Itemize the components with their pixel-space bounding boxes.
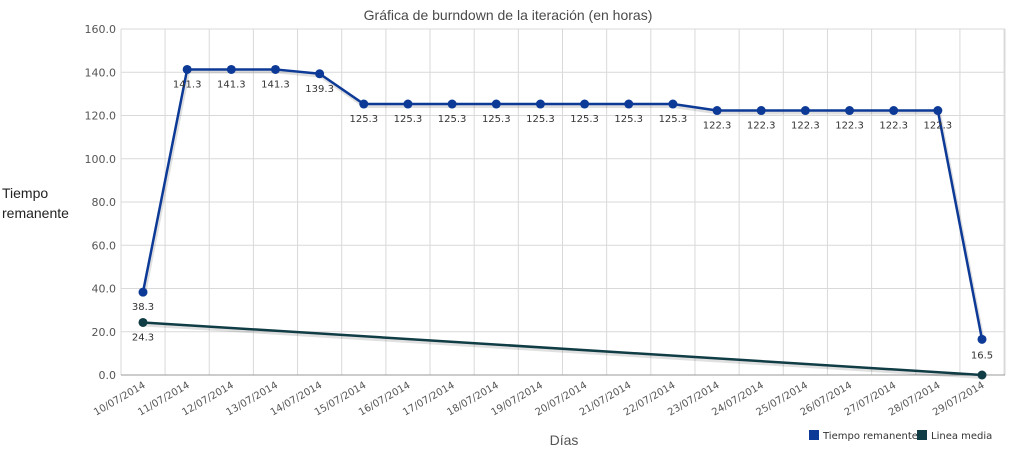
series-line-1 [142, 321, 983, 377]
series-line-0 [141, 68, 984, 340]
chart-legend[interactable]: Tiempo remanente Linea media [809, 430, 992, 442]
data-label: 125.3 [526, 114, 555, 125]
legend-label-0: Tiempo remanente [822, 431, 918, 442]
y-tick-label: 20.0 [92, 326, 117, 339]
y-axis-label-line-2: remanente [2, 205, 69, 221]
data-label: 122.3 [835, 121, 864, 132]
series-point-0 [756, 106, 766, 116]
series-shadow-0 [142, 69, 985, 342]
data-label: 125.3 [482, 114, 511, 125]
data-label: 139.3 [305, 84, 334, 95]
chart-title: Gráfica de burndown de la iteración (en … [364, 7, 653, 23]
data-label: 125.3 [570, 114, 599, 125]
data-label: 125.3 [614, 114, 643, 125]
data-label: 141.3 [261, 79, 290, 90]
data-label: 122.3 [703, 121, 732, 132]
data-label: 38.3 [132, 302, 154, 313]
series-point-1 [138, 317, 148, 327]
series-point-0 [535, 99, 545, 109]
data-label: 125.3 [659, 114, 688, 125]
data-label: 125.3 [349, 114, 378, 125]
series-shadow-1 [143, 322, 984, 379]
y-tick-label: 80.0 [92, 196, 117, 209]
series-point-0 [270, 64, 280, 74]
y-tick-label: 100.0 [85, 153, 117, 166]
series-point-0 [712, 106, 722, 116]
y-axis-label-line-1: Tiempo [2, 185, 48, 201]
data-label: 141.3 [217, 79, 246, 90]
y-tick-label: 60.0 [92, 239, 117, 252]
series-point-0 [933, 106, 943, 116]
series-point-0 [226, 64, 236, 74]
series-point-0 [403, 99, 413, 109]
series-point-0 [359, 99, 369, 109]
y-tick-label: 160.0 [85, 23, 117, 36]
series-point-0 [182, 64, 192, 74]
data-label: 122.3 [791, 121, 820, 132]
data-label: 125.3 [394, 114, 423, 125]
legend-swatch-1 [917, 430, 927, 440]
data-label: 122.3 [879, 121, 908, 132]
series-point-0 [800, 106, 810, 116]
data-label: 16.5 [971, 350, 993, 361]
series-point-0 [491, 99, 501, 109]
legend-label-1: Linea media [931, 431, 992, 442]
data-label: 24.3 [132, 332, 154, 343]
legend-swatch-0 [809, 430, 819, 440]
y-tick-label: 0.0 [99, 369, 117, 382]
series-point-0 [315, 69, 325, 79]
y-tick-label: 40.0 [92, 283, 117, 296]
plot-area: 0.0 20.0 40.0 60.0 80.0 100.0 120.0 140.0 160.0 1… [85, 23, 1006, 418]
series-point-0 [624, 99, 634, 109]
data-label: 141.3 [173, 79, 202, 90]
series-point-0 [138, 287, 148, 297]
data-label: 122.3 [747, 121, 776, 132]
series-point-0 [845, 106, 855, 116]
series-point-0 [447, 99, 457, 109]
series-point-0 [889, 106, 899, 116]
series-point-0 [977, 334, 987, 344]
y-tick-label: 140.0 [85, 66, 117, 79]
series-point-0 [668, 99, 678, 109]
series-point-0 [580, 99, 590, 109]
x-axis-label: Días [550, 432, 579, 448]
data-label: 122.3 [924, 121, 953, 132]
series-point-1 [977, 370, 987, 380]
data-label: 125.3 [438, 114, 467, 125]
y-tick-label: 120.0 [85, 110, 117, 123]
